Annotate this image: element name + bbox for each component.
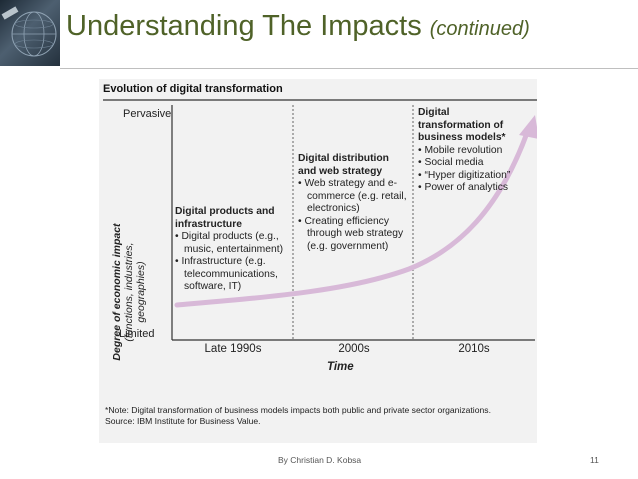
block-heading: Digital — [418, 107, 450, 118]
globe-logo-image — [0, 0, 60, 66]
page-number: 11 — [590, 455, 599, 465]
block-list-item: • Mobile revolution — [418, 144, 503, 156]
x-period-label: 2000s — [338, 343, 370, 355]
slide-title: Understanding The Impacts (continued) — [66, 10, 530, 43]
figure-note: *Note: Digital transformation of busines… — [105, 405, 525, 426]
block-heading: Digital products and — [175, 206, 275, 217]
block-list-item: • Social media — [418, 157, 484, 168]
figure-plot-area — [103, 99, 537, 341]
block-list-item: • Creating efficiency through web strate… — [298, 215, 404, 252]
block-heading: infrastructure — [175, 218, 242, 230]
y-axis-label: Degree of economic impact (functions, in… — [111, 222, 147, 362]
note-text: *Note: Digital transformation of busines… — [105, 405, 491, 415]
y-axis-label-line3: geographies) — [135, 261, 147, 323]
block-list-item: • Infrastructure (e.g. telecommunication… — [175, 256, 278, 292]
block-digital-products: Digital products and infrastructure • Di… — [175, 206, 295, 294]
slide-title-main: Understanding The Impacts — [66, 10, 422, 42]
footer-author: By Christian D. Kobsa — [278, 455, 362, 465]
block-heading: transformation of — [418, 119, 504, 131]
x-period-label: 2010s — [458, 343, 490, 355]
y-axis-top-label: Pervasive — [123, 108, 172, 120]
x-axis-title: Time — [327, 361, 354, 373]
y-axis-label-line2: (functions, industries, — [123, 242, 135, 342]
digital-transformation-figure: Evolution of digital transformation Degr… — [99, 79, 537, 443]
block-list-item: • “Hyper digitization” — [418, 169, 511, 181]
title-divider — [60, 68, 638, 69]
growth-curve — [174, 130, 530, 308]
block-heading: and web strategy — [298, 165, 383, 177]
block-list-item: • Web strategy and e-commerce (e.g. reta… — [298, 178, 407, 214]
y-axis-bottom-label: Limited — [119, 328, 155, 340]
source-text: Source: IBM Institute for Business Value… — [105, 415, 261, 426]
block-heading: business models* — [418, 132, 506, 143]
y-axis-label-line1: Degree of economic impact — [111, 223, 123, 361]
growth-arrowhead — [519, 115, 537, 139]
block-list-item: • Digital products (e.g., music, enterta… — [175, 231, 284, 255]
block-list-item: • Power of analytics — [418, 182, 509, 193]
x-period-label: Late 1990s — [204, 343, 262, 355]
block-digital-distribution: Digital distribution and web strategy • … — [298, 153, 410, 253]
block-business-models: Digital transformation of business model… — [418, 107, 530, 195]
figure-title: Evolution of digital transformation — [103, 83, 283, 95]
block-heading: Digital distribution — [298, 153, 389, 164]
slide-title-suffix: (continued) — [429, 18, 530, 40]
